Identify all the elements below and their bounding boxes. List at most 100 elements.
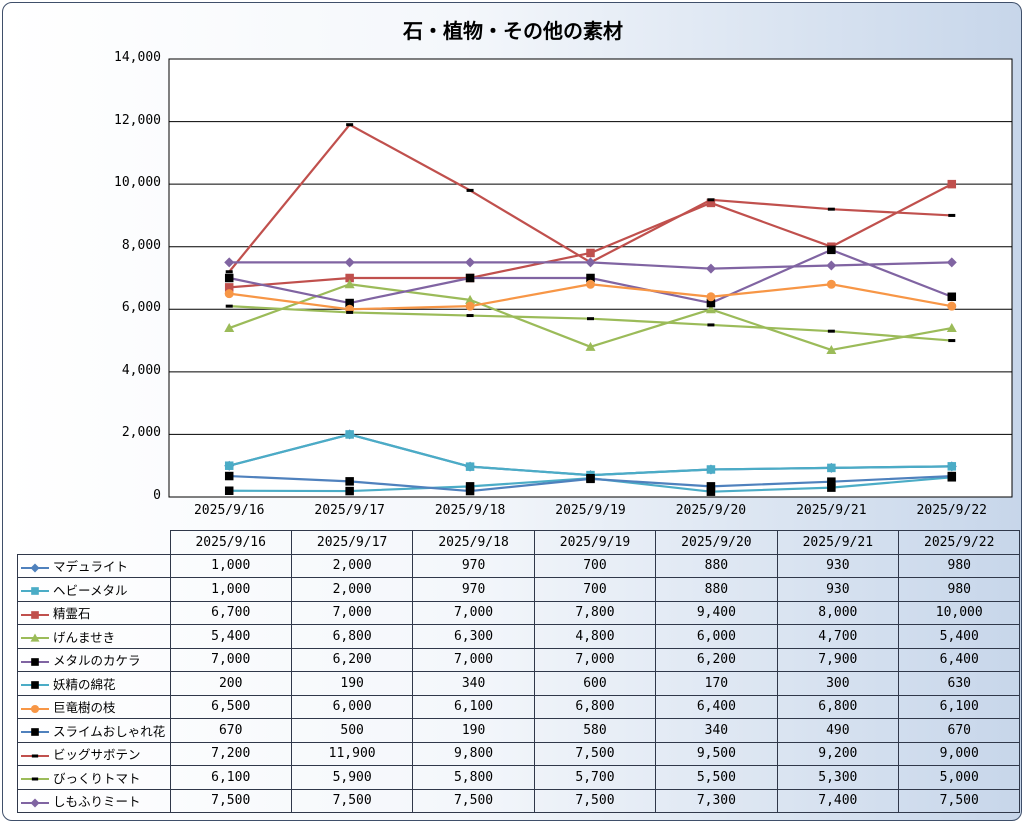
table-row: びっくりトマト 6,100 5,900 5,800 5,700 5,500 5,300 5,0… [17,765,1021,790]
table-column-header: 2025/9/20 [655,530,778,555]
data-table: 2025/9/16 2025/9/17 2025/9/18 2025/9/19 2025… [17,530,1021,813]
table-cell: 6,300 [412,624,535,649]
y-tick-label: 0 [153,488,161,503]
legend-entry: 妖精の綿花 [17,671,171,696]
legend-entry: げんませき [17,624,171,649]
data-point [706,292,716,302]
data-point [345,477,354,486]
legend-key [21,587,49,596]
series-name: メタルのカケラ [53,653,141,669]
data-point [585,257,596,268]
data-point [586,474,595,484]
table-cell: 7,800 [533,600,657,625]
table-cell: 880 [655,577,778,602]
table-column-header: 2025/9/18 [412,530,535,555]
table-cell: 2,000 [290,553,414,578]
data-point [706,198,716,208]
data-point [224,486,234,495]
data-point [224,323,235,333]
y-tick-label: 12,000 [114,112,161,128]
table-column-header: 2025/9/22 [898,530,1021,555]
data-point [224,461,234,470]
table-cell: 5,400 [169,624,292,649]
series-name: ヘビーメタル [53,582,128,598]
table-cell: 7,500 [533,741,657,766]
legend-entry: びっくりトマト [17,765,171,790]
table-cell: 300 [776,671,900,696]
data-point [465,301,475,311]
table-cell: 970 [412,553,535,578]
table-cell: 670 [169,718,292,743]
table-cell: 980 [898,553,1021,578]
data-point [465,462,475,471]
table-cell: 6,500 [169,694,292,719]
data-point [706,298,716,308]
legend-key [21,728,49,737]
data-point [346,123,354,127]
legend-key-marker [31,728,39,737]
data-point [224,257,235,268]
table-cell: 200 [169,671,292,696]
legend-key-marker [31,657,39,666]
legend-key-marker [30,704,40,713]
table-cell: 10,000 [898,600,1021,625]
table-cell: 9,000 [898,741,1021,766]
table-cell: 880 [655,553,778,578]
legend-entry: マデュライト [17,553,171,578]
table-cell: 190 [290,671,414,696]
data-point [947,301,957,311]
table-cell: 7,000 [290,600,414,625]
table-cell: 5,700 [533,765,657,790]
legend-entry: 精霊石 [17,600,171,625]
data-point [586,248,595,258]
series-name: 精霊石 [53,606,91,622]
data-point [706,482,716,491]
data-point [224,289,234,299]
x-tick-label: 2025/9/17 [314,503,385,518]
table-corner [17,530,171,555]
series-name: 巨竜樹の枝 [53,700,116,716]
table-column-header: 2025/9/17 [290,530,414,555]
data-point [587,317,594,321]
data-point [585,341,596,351]
table-cell: 7,000 [169,647,292,672]
data-point [224,283,234,292]
table-cell: 5,500 [655,765,778,790]
table-cell: 5,800 [412,765,535,790]
legend-key [21,563,49,573]
data-point [947,179,957,189]
table-cell: 7,200 [169,741,292,766]
table-cell: 6,000 [655,624,778,649]
data-point [224,471,234,481]
table-cell: 1,000 [169,577,292,602]
legend-key-marker [30,633,40,642]
table-cell: 340 [412,671,535,696]
table-cell: 9,200 [776,741,900,766]
legend-entry: ビッグサボテン [17,741,171,766]
data-point [946,257,957,268]
table-row: しもふりミート 7,500 7,500 7,500 7,500 7,300 7,400 7,5… [17,788,1021,813]
data-point [345,486,354,496]
table-cell: 9,500 [655,741,778,766]
data-point [947,471,957,481]
data-point [826,279,836,289]
data-point [344,279,355,289]
legend-key-marker [30,798,40,808]
table-cell: 6,400 [655,694,778,719]
table-cell: 340 [655,718,778,743]
table-cell: 980 [898,577,1021,602]
data-point [466,314,474,318]
data-point [344,257,355,268]
data-point [707,198,715,202]
data-point [225,304,233,308]
table-cell: 9,800 [412,741,535,766]
series-name: ビッグサボテン [53,747,141,763]
x-tick-label: 2025/9/16 [193,503,265,518]
data-point [345,273,354,283]
table-cell: 170 [655,671,778,696]
table-row: 精霊石 6,700 7,000 7,000 7,800 9,400 8,000 10,000 [17,600,1021,625]
y-tick-label: 6,000 [121,300,161,316]
table-cell: 7,000 [533,647,657,672]
table-header-row: 2025/9/16 2025/9/17 2025/9/18 2025/9/19 2025… [17,530,1021,555]
x-tick-label: 2025/9/21 [796,503,867,518]
